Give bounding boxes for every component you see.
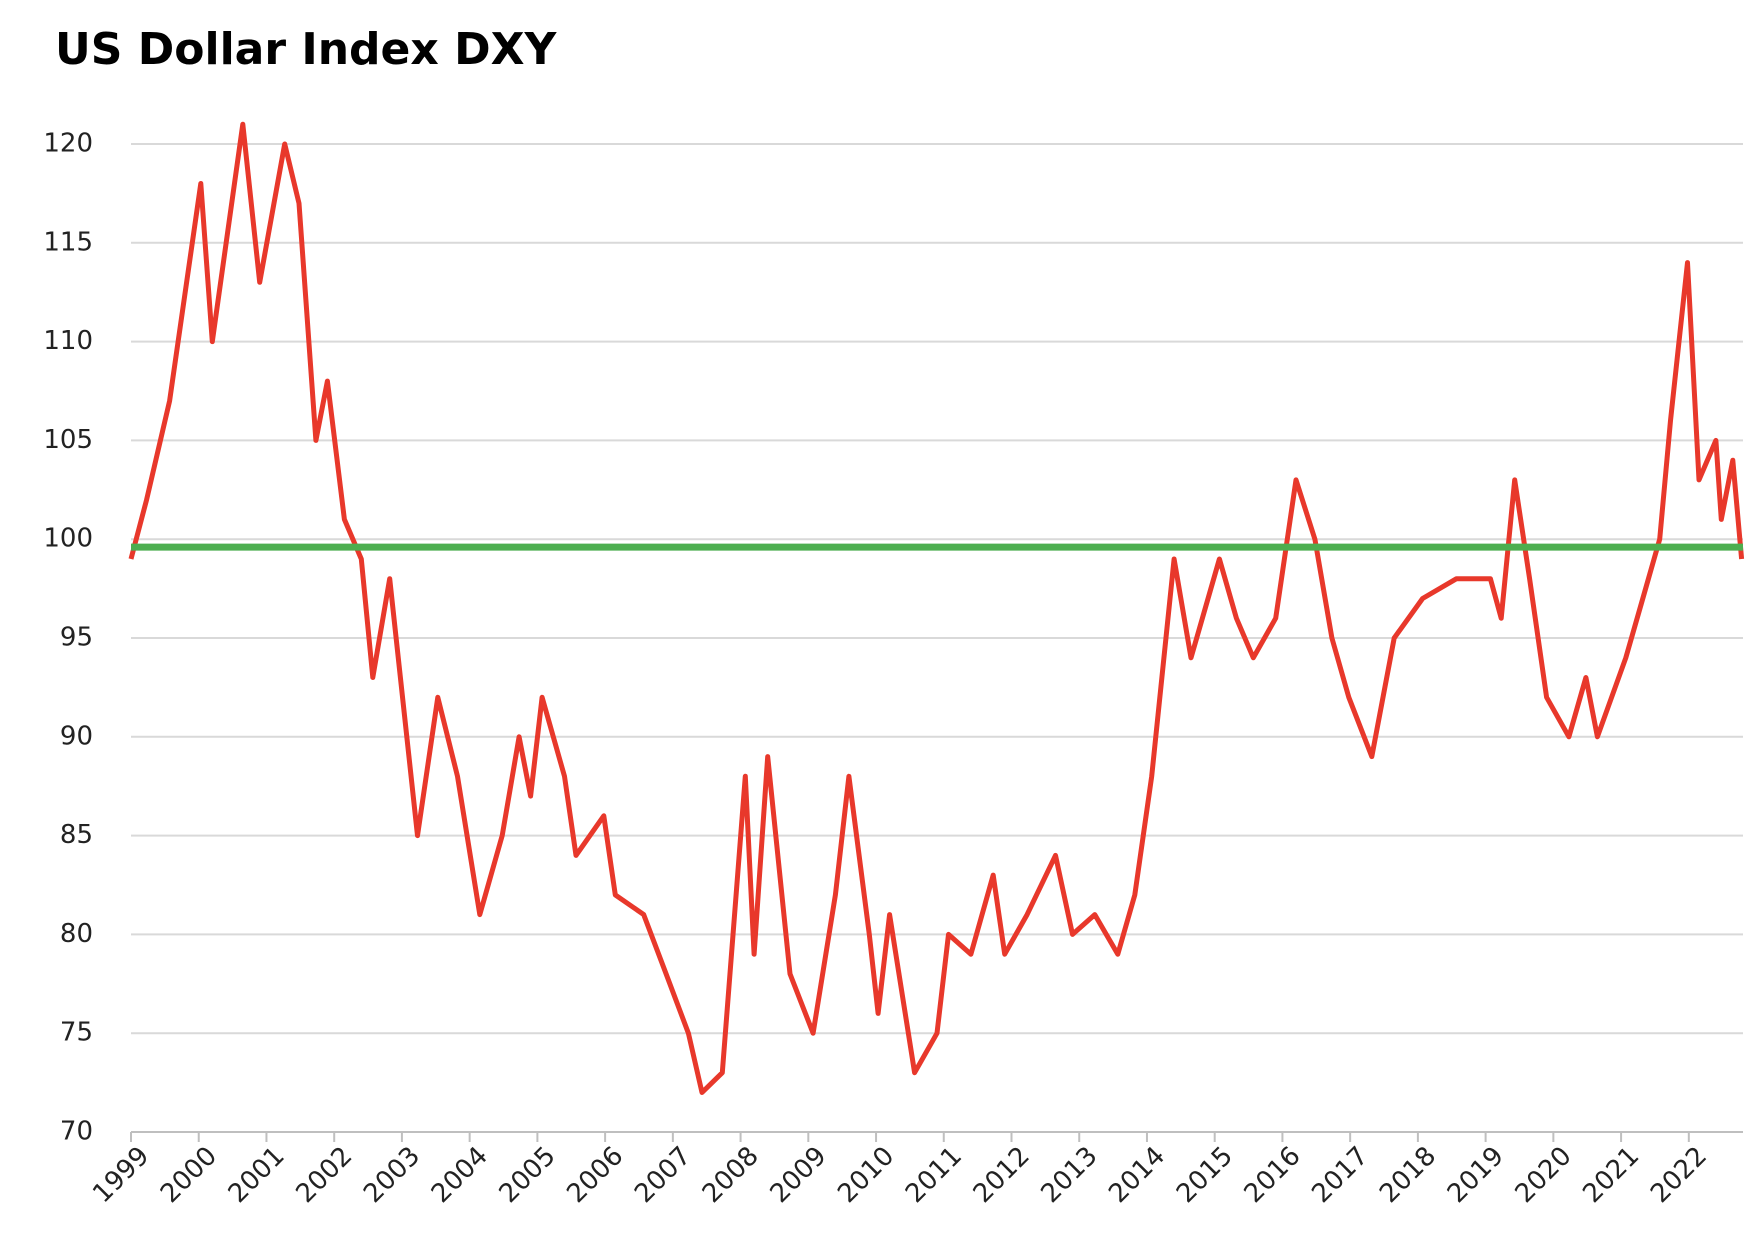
x-tick-label: 2005 [494,1141,562,1209]
x-tick-label: 2008 [697,1141,765,1209]
x-tick-label: 2004 [426,1141,494,1209]
y-tick-label: 105 [43,425,93,455]
y-tick-label: 100 [43,524,93,554]
x-tick-label: 2002 [290,1141,358,1209]
x-tick-label: 2022 [1645,1141,1713,1209]
x-tick-label: 2011 [900,1141,968,1209]
x-tick-label: 2009 [765,1141,833,1209]
y-tick-label: 75 [60,1018,93,1048]
y-tick-label: 95 [60,623,93,653]
y-tick-label: 70 [60,1117,93,1147]
x-tick-label: 2013 [1035,1141,1103,1209]
y-tick-label: 110 [43,326,93,356]
y-tick-label: 85 [60,820,93,850]
x-tick-label: 2001 [223,1141,291,1209]
y-tick-label: 90 [60,721,93,751]
y-tick-label: 115 [43,227,93,257]
x-tick-label: 2015 [1171,1141,1239,1209]
x-tick-label: 2000 [155,1141,223,1209]
x-tick-label: 2012 [968,1141,1036,1209]
x-tick-label: 2019 [1442,1141,1510,1209]
x-tick-label: 1999 [87,1141,155,1209]
x-tick-label: 2020 [1510,1141,1578,1209]
y-tick-label: 80 [60,919,93,949]
x-tick-label: 2003 [358,1141,426,1209]
x-tick-label: 2017 [1306,1141,1374,1209]
y-tick-label: 120 [43,129,93,159]
x-tick-label: 2006 [561,1141,629,1209]
data-line [128,121,1745,1095]
x-tick-label: 2010 [832,1141,900,1209]
x-tick-label: 2016 [1239,1141,1307,1209]
x-tick-label: 2014 [1103,1141,1171,1209]
x-tick-label: 2007 [629,1141,697,1209]
x-tick-label: 2021 [1577,1141,1645,1209]
chart-title: US Dollar Index DXY [55,24,558,75]
x-tick-label: 2018 [1374,1141,1442,1209]
